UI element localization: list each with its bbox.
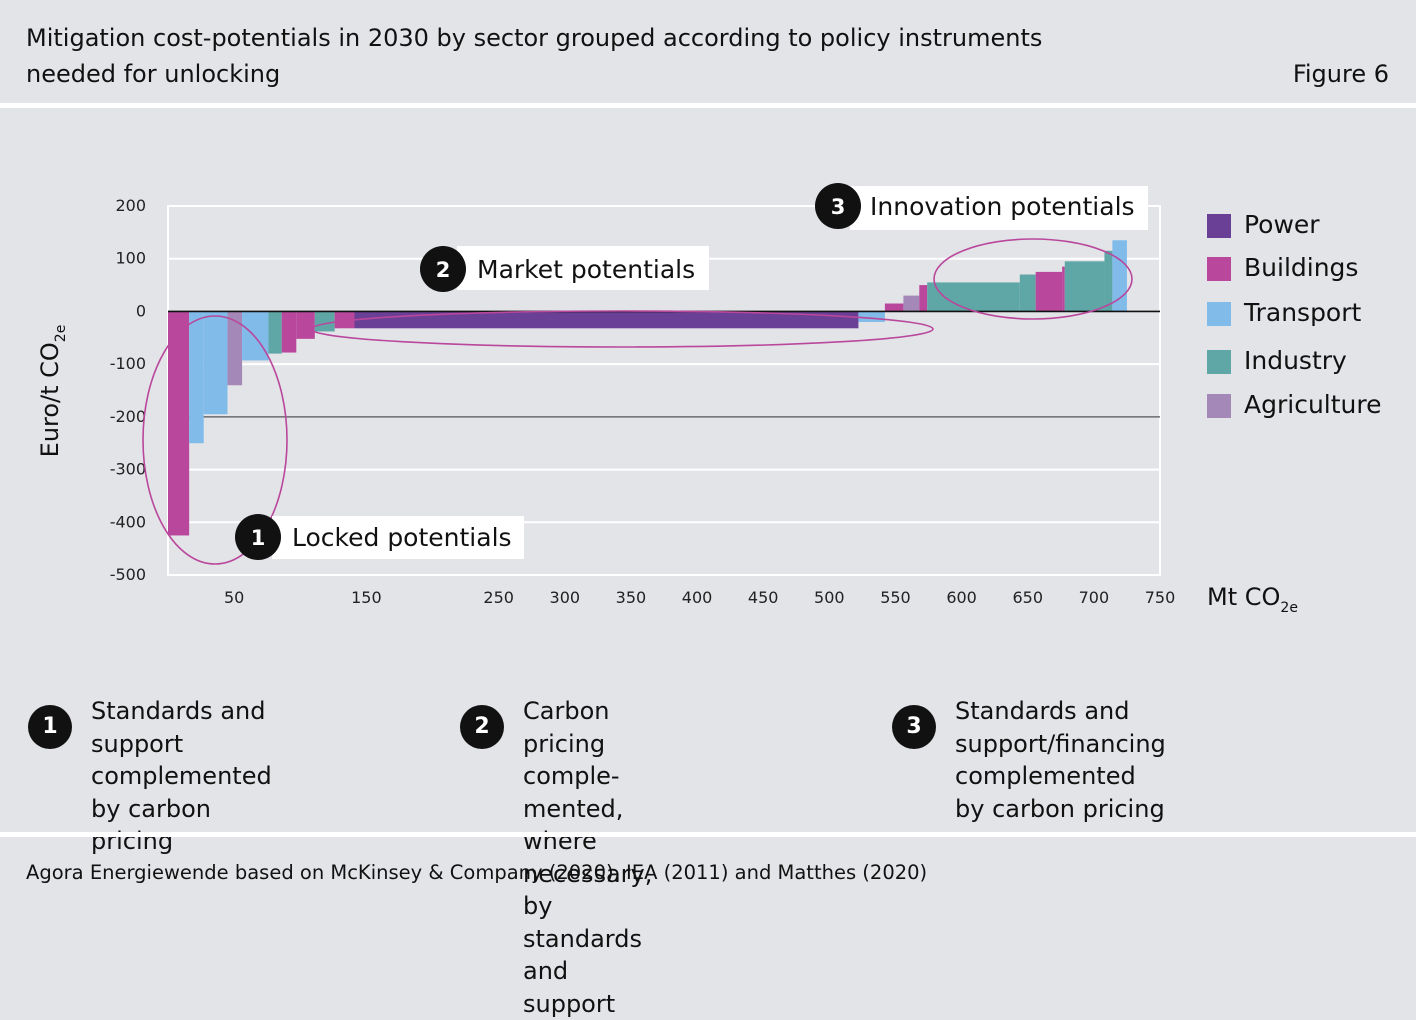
y-tick-label: 0 — [136, 301, 146, 320]
note-text-3: Standards and support/financing compleme… — [955, 697, 1166, 823]
y-axis-title: Euro/t CO2e — [36, 325, 69, 458]
bar-buildings-14 — [919, 285, 928, 312]
ellipse-locked — [142, 315, 288, 565]
x-tick-label: 300 — [550, 588, 581, 607]
annotation-badge-innovation — [815, 183, 861, 229]
bar-industry-5 — [268, 311, 282, 354]
x-tick-label: 50 — [224, 588, 244, 607]
x-tick-label: 500 — [814, 588, 845, 607]
annotation-number-innovation: 3 — [831, 195, 846, 219]
bar-industry-19 — [1064, 261, 1105, 312]
y-tick-label: -400 — [110, 512, 146, 531]
bar-agriculture-13 — [903, 295, 920, 312]
legend-label-industry: Industry — [1244, 346, 1347, 375]
bar-industry-15 — [927, 282, 1020, 312]
header: Mitigation cost-potentials in 2030 by se… — [0, 0, 1416, 103]
annotation-badge-locked — [235, 514, 281, 560]
annotation-box-innovation — [850, 186, 1148, 230]
y-tick-label: -500 — [110, 565, 146, 584]
bar-transport-4 — [242, 311, 269, 361]
bar-industry-8 — [314, 311, 335, 332]
legend-label-power: Power — [1244, 210, 1320, 239]
legend-label-buildings: Buildings — [1244, 253, 1359, 282]
page-title: Mitigation cost-potentials in 2030 by se… — [26, 24, 1043, 88]
y-tick-label: -200 — [110, 407, 146, 426]
annotation-layer: 1 Locked potentials 2 Market potentials 3 Inn… — [235, 183, 1148, 560]
x-tick-label: 150 — [351, 588, 382, 607]
x-tick-label: 550 — [880, 588, 911, 607]
annotation-label-innovation: Innovation potentials — [870, 192, 1135, 221]
y-tick-label: 100 — [115, 249, 146, 268]
legend-label-agriculture: Agriculture — [1244, 390, 1382, 419]
x-tick-label: 350 — [616, 588, 647, 607]
annotation-label-market: Market potentials — [477, 255, 695, 284]
x-tick-label: 750 — [1145, 588, 1176, 607]
legend-swatch-agriculture — [1207, 394, 1231, 418]
y-tick-label: -300 — [110, 460, 146, 479]
bar-power-10 — [354, 311, 859, 329]
bar-buildings-7 — [296, 311, 315, 339]
bottom-divider — [0, 832, 1416, 837]
ellipse-market — [310, 310, 934, 348]
ellipse-innovation — [933, 238, 1133, 320]
figure-label: Figure 6 — [1292, 60, 1389, 88]
bar-transport-1 — [189, 311, 204, 444]
x-tick-label: 400 — [682, 588, 713, 607]
legend-swatch-buildings — [1207, 257, 1231, 281]
legend-swatch-transport — [1207, 302, 1231, 326]
x-tick-label: 450 — [748, 588, 779, 607]
note-badge-1: 1 — [28, 705, 72, 749]
top-divider — [0, 103, 1416, 108]
bar-buildings-18 — [1062, 266, 1065, 312]
x-axis-title: Mt CO2e — [1207, 583, 1298, 616]
bar-buildings-6 — [281, 311, 297, 353]
bar-industry-20 — [1104, 250, 1113, 312]
x-tick-label: 250 — [483, 588, 514, 607]
bar-industry-16 — [1019, 274, 1036, 312]
bar-buildings-9 — [334, 311, 355, 329]
note-badge-3: 3 — [892, 705, 936, 749]
annotation-label-locked: Locked potentials — [292, 523, 512, 552]
x-tick-label: 650 — [1012, 588, 1043, 607]
annotation-box-market — [457, 246, 709, 290]
annotation-box-locked — [272, 516, 524, 559]
note-text-1: Standards and support complemented by ca… — [91, 697, 272, 855]
bar-agriculture-3 — [227, 311, 243, 386]
bar-transport-11 — [858, 311, 885, 322]
bar-buildings-17 — [1035, 271, 1063, 312]
bar-layer — [168, 240, 1127, 536]
legend-swatch-industry — [1207, 350, 1231, 374]
y-tick-label: -100 — [110, 354, 146, 373]
policy-notes: 1 Standards and support complemented by … — [0, 695, 1416, 1018]
legend-swatch-power — [1207, 214, 1231, 238]
bar-buildings-12 — [884, 303, 904, 312]
y-tick-label: 200 — [115, 196, 146, 215]
bar-transport-2 — [203, 311, 228, 415]
grid-layer — [167, 205, 1161, 576]
source-note: Agora Energiewende based on McKinsey & C… — [26, 861, 928, 884]
annotation-number-locked: 1 — [251, 526, 266, 550]
x-tick-label: 700 — [1079, 588, 1110, 607]
bar-transport-21 — [1112, 240, 1127, 312]
x-tick-label: 600 — [946, 588, 977, 607]
ellipse-layer — [142, 238, 1133, 565]
note-badge-2: 2 — [460, 705, 504, 749]
annotation-number-market: 2 — [436, 258, 451, 282]
legend-label-transport: Transport — [1244, 298, 1362, 327]
bar-buildings-0 — [168, 311, 190, 536]
annotation-badge-market — [420, 246, 466, 292]
